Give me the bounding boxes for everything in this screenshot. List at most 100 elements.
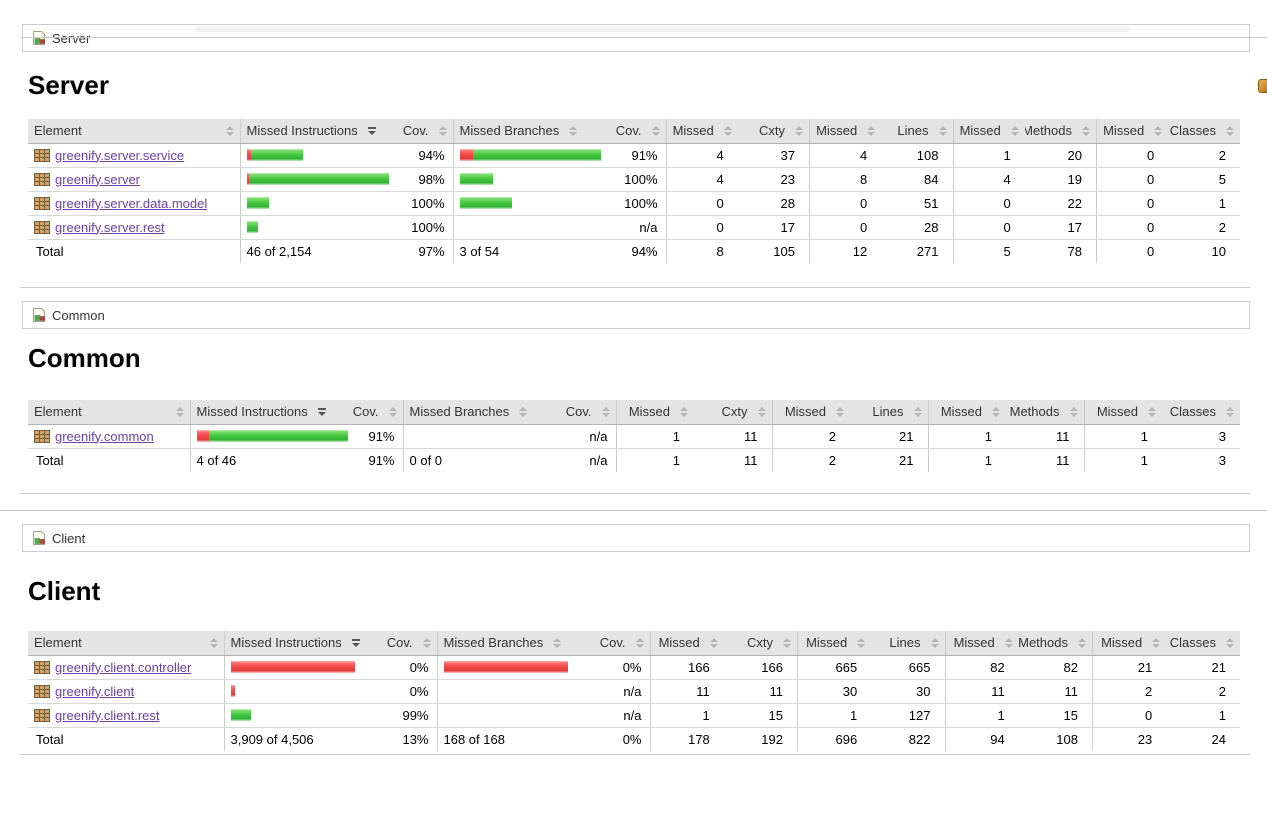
counter-cell: 11	[1006, 424, 1085, 449]
package-link[interactable]: greenify.client	[55, 683, 135, 699]
counter-cell: 166	[723, 655, 798, 680]
column-header-label: Cov.	[352, 404, 379, 420]
column-header-missed-instructions[interactable]: Missed Instructions	[190, 400, 348, 425]
column-header-cov[interactable]: Cov.	[611, 119, 667, 144]
missed-bar-segment	[246, 149, 251, 161]
package-link[interactable]: greenify.client.rest	[55, 707, 160, 723]
column-header-missed-branches[interactable]: Missed Branches	[403, 400, 561, 425]
column-header-missed-instructions[interactable]: Missed Instructions	[224, 631, 382, 656]
column-header-lines[interactable]: Lines	[871, 631, 946, 656]
header-row: Element Missed Instructions Cov. Missed Bra…	[28, 631, 1240, 656]
sort-toggle-icon	[209, 637, 218, 648]
instruction-coverage-cell: 98%	[398, 167, 454, 192]
total-counter-cell: 23	[1137, 731, 1153, 747]
branch-coverage-cell: 91%	[611, 143, 667, 168]
column-header-missed[interactable]: Missed	[666, 119, 738, 144]
element-cell: greenify.server.rest	[28, 215, 241, 240]
column-header-element[interactable]: Element	[28, 400, 191, 425]
column-header-label: Missed	[959, 123, 1001, 139]
coverage-bar	[459, 149, 612, 161]
package-link[interactable]: greenify.server.data.model	[55, 195, 208, 211]
counter-cell: 0	[809, 191, 882, 216]
package-link[interactable]: greenify.server.rest	[55, 219, 165, 235]
column-header-missed-branches[interactable]: Missed Branches	[453, 119, 611, 144]
column-header-missed[interactable]: Missed	[1092, 631, 1167, 656]
column-header-missed-branches[interactable]: Missed Branches	[437, 631, 595, 656]
covered-bar-segment	[472, 149, 601, 161]
column-header-label: Cov.	[599, 635, 626, 651]
column-header-label: Cxty	[721, 404, 748, 420]
column-header-missed-instructions[interactable]: Missed Instructions	[240, 119, 398, 144]
column-header-element[interactable]: Element	[28, 631, 225, 656]
branch-coverage-cell: n/a	[611, 215, 667, 240]
package-link[interactable]: greenify.client.controller	[55, 659, 192, 675]
missed-instructions-cell	[224, 655, 382, 680]
column-header-missed[interactable]: Missed	[809, 119, 882, 144]
package-link[interactable]: greenify.common	[55, 428, 154, 444]
counter-cell: 17	[1024, 215, 1097, 240]
package-link[interactable]: greenify.server	[55, 171, 141, 187]
column-header-methods[interactable]: Methods	[1018, 631, 1093, 656]
total-counter-cell: 3	[1218, 452, 1226, 468]
column-header-classes[interactable]: Classes	[1166, 631, 1240, 656]
column-header-missed[interactable]: Missed	[1084, 400, 1162, 425]
sort-toggle-icon	[1078, 637, 1086, 648]
counter-cell: 0	[1096, 143, 1169, 168]
coverage-bar	[246, 149, 399, 161]
column-header-cov[interactable]: Cov.	[561, 400, 617, 425]
column-header-cov[interactable]: Cov.	[398, 119, 454, 144]
coverage-report: Server Server Element Missed Instructions Co…	[0, 24, 1267, 755]
total-branches-cell: 168 of 168	[443, 731, 505, 747]
sort-toggle-icon	[1148, 406, 1156, 417]
missed-branches-cell	[437, 679, 595, 704]
column-header-cxty[interactable]: Cxty	[694, 400, 773, 425]
column-header-lines[interactable]: Lines	[850, 400, 929, 425]
column-header-missed[interactable]: Missed	[1096, 119, 1169, 144]
sort-toggle-icon	[225, 125, 234, 136]
instruction-coverage-cell: 100%	[398, 215, 454, 240]
column-header-lines[interactable]: Lines	[881, 119, 954, 144]
column-header-missed[interactable]: Missed	[772, 400, 850, 425]
counter-cell: 1	[1084, 424, 1162, 449]
column-header-missed[interactable]: Missed	[616, 400, 694, 425]
header-row: Element Missed Instructions Cov. Missed Bra…	[28, 119, 1240, 144]
column-header-label: Lines	[889, 635, 921, 651]
column-header-label: Missed Branches	[443, 635, 544, 651]
sort-toggle-icon	[175, 406, 184, 417]
package-link[interactable]: greenify.server.service	[55, 147, 185, 163]
sort-toggle-icon	[351, 638, 360, 647]
column-header-methods[interactable]: Methods	[1024, 119, 1097, 144]
column-header-missed[interactable]: Missed	[797, 631, 872, 656]
counter-cell: 4	[953, 167, 1025, 192]
sort-toggle-icon	[867, 125, 876, 136]
column-header-cov[interactable]: Cov.	[382, 631, 438, 656]
column-header-cov[interactable]: Cov.	[595, 631, 651, 656]
element-cell: greenify.client.controller	[28, 655, 225, 680]
column-header-classes[interactable]: Classes	[1162, 400, 1240, 425]
counter-cell: 1	[945, 703, 1019, 728]
table-row: greenify.client 0% n/a 11 11 30 30 11 11 2 2	[28, 679, 1240, 704]
counter-cell: 84	[881, 167, 954, 192]
coverage-table: Element Missed Instructions Cov. Missed Bra…	[28, 631, 1240, 751]
column-header-classes[interactable]: Classes	[1168, 119, 1240, 144]
column-header-missed[interactable]: Missed	[945, 631, 1019, 656]
counter-cell: 0	[809, 215, 882, 240]
column-header-methods[interactable]: Methods	[1006, 400, 1085, 425]
coverage-table: Element Missed Instructions Cov. Missed Bra…	[28, 400, 1240, 472]
column-header-missed[interactable]: Missed	[650, 631, 724, 656]
column-header-missed[interactable]: Missed	[928, 400, 1006, 425]
counter-cell: 51	[881, 191, 954, 216]
table-row: greenify.server 98% 100% 4 23 8 84 4 19 0 5	[28, 167, 1240, 192]
counter-cell: 28	[881, 215, 954, 240]
column-header-cxty[interactable]: Cxty	[723, 631, 798, 656]
instruction-coverage-cell: 94%	[398, 143, 454, 168]
sort-toggle-icon	[651, 125, 660, 136]
counter-cell: 11	[650, 679, 724, 704]
total-counter-cell: 271	[881, 239, 954, 263]
sort-toggle-icon	[938, 125, 947, 136]
column-header-cov[interactable]: Cov.	[348, 400, 404, 425]
counter-cell: 4	[809, 143, 882, 168]
column-header-cxty[interactable]: Cxty	[737, 119, 810, 144]
column-header-missed[interactable]: Missed	[953, 119, 1025, 144]
column-header-element[interactable]: Element	[28, 119, 241, 144]
